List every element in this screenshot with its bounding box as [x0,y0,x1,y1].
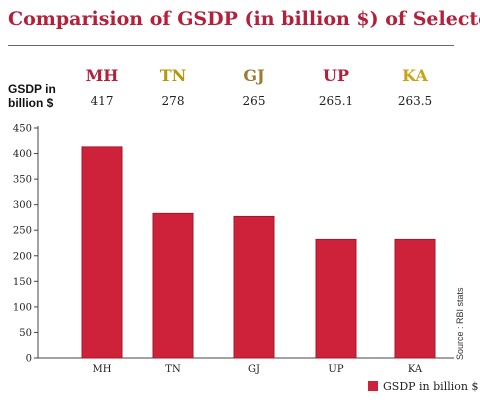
gsdp-value-tn: 278 [161,94,185,108]
y-tick-label: 100 [13,302,32,313]
gsdp-value-up: 265.1 [318,94,354,108]
y-tick-label: 150 [13,277,32,288]
state-code-ka: KA [402,66,428,85]
legend: GSDP in billion $ [368,380,478,393]
x-tick-label: MH [93,364,112,375]
state-code-tn: TN [159,66,187,85]
y-tick-label: 0 [26,354,32,365]
y-tick-label: 350 [13,175,32,186]
chart-title: Comparision of GSDP (in billion $) of Se… [8,8,480,30]
y-tick-label: 50 [19,328,32,339]
legend-swatch [368,381,378,391]
title-divider [8,45,454,46]
x-tick-label: TN [165,364,181,375]
bar-gj [233,215,275,359]
bar-tn [152,212,194,359]
y-tick-label: 200 [13,251,32,262]
source-note: Source : RBI stats [455,287,465,360]
y-tick-label: 250 [13,226,32,237]
gsdp-value-gj: 265 [242,94,266,108]
gsdp-value-mh: 417 [90,94,114,108]
gsdp-label-line1: GSDP in [8,82,56,96]
x-tick-label: GJ [248,364,260,375]
state-code-gj: GJ [243,66,265,85]
legend-label: GSDP in billion $ [383,380,479,393]
y-tick-label: 300 [13,200,32,211]
y-tick-label: 450 [13,124,32,135]
gsdp-label-line2: billion $ [8,96,54,110]
bar-mh [81,146,123,359]
bar-ka [394,238,436,359]
y-tick-label: 400 [13,149,32,160]
gsdp-value-ka: 263.5 [397,94,433,108]
x-tick-label: KA [408,364,423,375]
x-tick-label: UP [328,364,343,375]
bar-up [315,238,357,359]
state-code-up: UP [323,66,349,85]
state-code-mh: MH [85,66,119,85]
